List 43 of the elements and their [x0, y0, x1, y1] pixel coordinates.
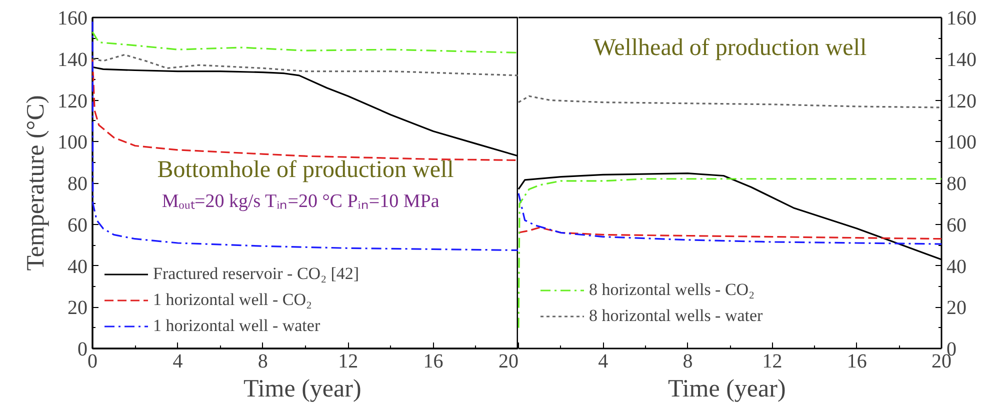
- y-tick-label: 120: [946, 90, 976, 112]
- x-tick-label: 4: [598, 350, 608, 372]
- y-tick-label: 160: [946, 8, 976, 30]
- x-tick-label: 4: [172, 350, 183, 372]
- line-series: [518, 226, 942, 240]
- x-tick-label: 8: [258, 350, 268, 372]
- y-tick-label: 60: [946, 214, 966, 236]
- legend-label: 1 horizontal well - water: [153, 316, 320, 336]
- line-series: [518, 95, 942, 108]
- y-tick-label: 120: [58, 90, 88, 112]
- y-tick-label: 20: [68, 297, 88, 320]
- x-tick-label: 20: [498, 350, 518, 372]
- x-tick-label: 12: [338, 350, 358, 372]
- y-tick-label: 40: [68, 256, 88, 278]
- annotation: Wellhead of production well: [593, 34, 867, 61]
- y-tick-label: 160: [58, 8, 88, 30]
- y-tick-label: 80: [68, 173, 88, 195]
- annotation: Mₒᵤₜ=20 kg/s Tᵢₙ=20 °C Pᵢₙ=10 MPa: [162, 190, 440, 212]
- line-series: [518, 178, 942, 329]
- line-series: [518, 192, 942, 245]
- y-tick-label: 40: [946, 256, 966, 278]
- x-tick-label: 12: [762, 350, 782, 372]
- y-axis-title: Temperature (°C): [22, 95, 50, 271]
- y-tick-label: 80: [946, 173, 966, 195]
- y-tick-label: 140: [946, 48, 976, 71]
- x-axis-title: Time (year): [243, 376, 362, 402]
- y-tick-label: 60: [68, 214, 88, 236]
- legend-label: 8 horizontal wells - water: [589, 306, 763, 326]
- legend-label: 8 horizontal wells - CO₂: [589, 280, 755, 300]
- legend-label: Fractured reservoir - CO₂ [42]: [153, 264, 360, 284]
- y-tick-label: 140: [58, 48, 88, 71]
- x-axis-title: Time (year): [668, 376, 786, 402]
- line-series: [92, 31, 518, 54]
- line-series: [92, 20, 518, 252]
- line-series: [92, 54, 518, 76]
- x-tick-label: 8: [682, 350, 693, 372]
- annotation: Bottomhole of production well: [157, 157, 454, 183]
- y-tick-label: 20: [946, 297, 966, 320]
- y-tick-label: 100: [58, 132, 88, 154]
- x-tick-label: 16: [423, 350, 444, 372]
- y-tick-label: 100: [946, 132, 976, 154]
- x-tick-label: 16: [846, 350, 867, 372]
- legend-label: 1 horizontal well - CO₂: [153, 290, 312, 310]
